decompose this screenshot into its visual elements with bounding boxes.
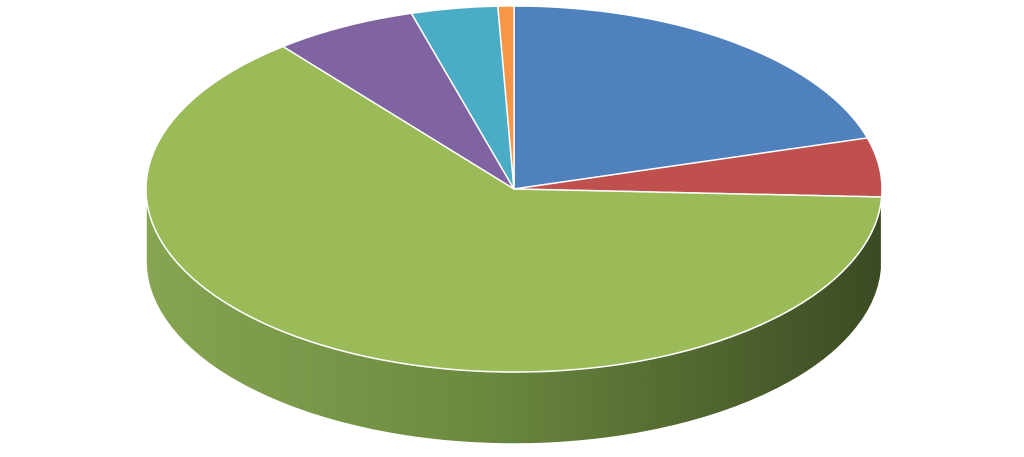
pie-slice-3 xyxy=(282,12,515,190)
pie-slice-0 xyxy=(513,5,869,190)
pie-top-faces xyxy=(145,5,883,373)
pie-slice-2 xyxy=(145,45,883,373)
pie-slice-5 xyxy=(497,5,515,190)
